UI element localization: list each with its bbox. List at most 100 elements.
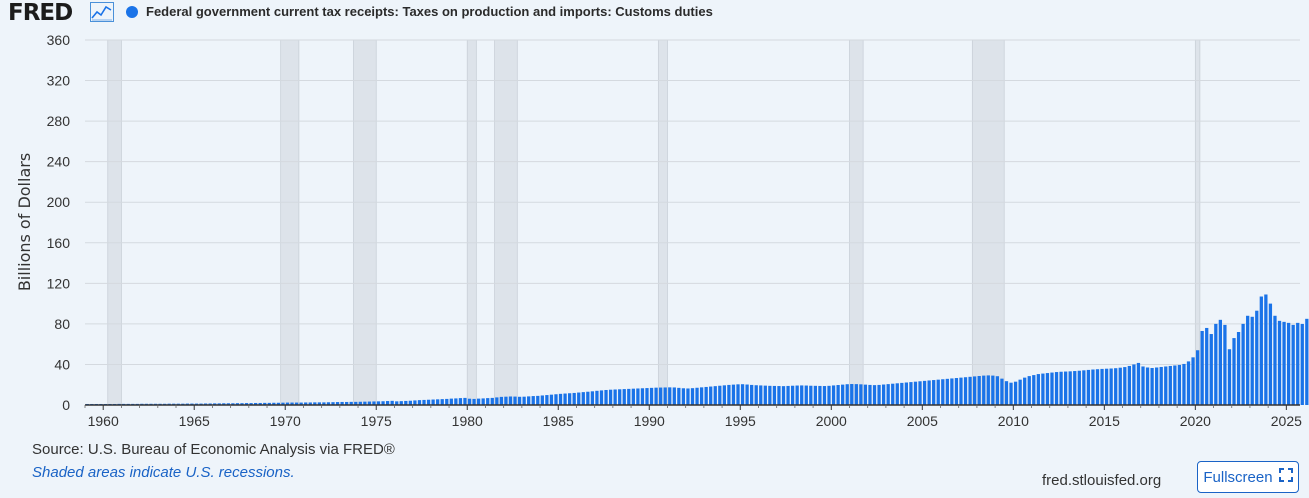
data-bar bbox=[1027, 376, 1031, 405]
data-bar bbox=[367, 401, 372, 405]
data-bar bbox=[859, 384, 863, 405]
data-bar bbox=[581, 392, 585, 405]
data-bar bbox=[1250, 316, 1254, 405]
data-bar bbox=[963, 377, 968, 405]
data-bar bbox=[527, 396, 531, 405]
recession-band bbox=[657, 39, 668, 406]
recession-note: Shaded areas indicate U.S. recessions. bbox=[32, 464, 295, 481]
x-tick-label: 1985 bbox=[543, 413, 574, 429]
data-bar bbox=[740, 384, 745, 405]
data-bar bbox=[1023, 377, 1027, 405]
data-bar bbox=[1291, 324, 1295, 405]
legend-swatch bbox=[126, 6, 138, 18]
x-tick-label: 1990 bbox=[634, 413, 665, 429]
data-bar bbox=[704, 386, 708, 405]
y-tick-label: 280 bbox=[47, 113, 71, 129]
data-bar bbox=[1123, 367, 1127, 405]
data-bar bbox=[986, 375, 990, 405]
data-bar bbox=[968, 376, 972, 405]
data-bar bbox=[590, 391, 595, 405]
data-bar bbox=[1086, 369, 1091, 405]
data-bar bbox=[713, 386, 717, 405]
y-tick-label: 360 bbox=[47, 32, 71, 48]
data-bar bbox=[618, 389, 622, 405]
data-bar bbox=[1141, 366, 1145, 405]
chart: 0 40 80 120 160 200 240 280 320 360 1960 1965 1970 19… bbox=[15, 32, 1309, 429]
data-bar bbox=[595, 390, 599, 405]
data-bar bbox=[818, 385, 822, 405]
data-bar bbox=[422, 399, 426, 405]
series-title[interactable]: Federal government current tax receipts:… bbox=[146, 4, 713, 19]
data-bar bbox=[1305, 318, 1309, 405]
bars bbox=[85, 294, 1309, 405]
data-bar bbox=[686, 388, 690, 405]
x-tick-label: 1970 bbox=[270, 413, 301, 429]
data-bar bbox=[913, 381, 918, 405]
fullscreen-button[interactable]: Fullscreen bbox=[1197, 461, 1299, 493]
data-bar bbox=[358, 401, 362, 405]
recession-band bbox=[107, 39, 122, 406]
data-bar bbox=[790, 385, 795, 405]
recession-band bbox=[849, 39, 864, 406]
data-bar bbox=[417, 400, 422, 405]
data-bar bbox=[663, 387, 667, 405]
data-bar bbox=[217, 403, 221, 405]
data-bar bbox=[677, 387, 681, 405]
data-bar bbox=[313, 402, 317, 405]
data-bar bbox=[454, 398, 458, 405]
data-bar bbox=[345, 401, 349, 405]
data-bar bbox=[1191, 357, 1195, 405]
data-bar bbox=[977, 376, 981, 405]
data-bar bbox=[831, 385, 836, 405]
data-bar bbox=[567, 393, 572, 405]
data-bar bbox=[376, 401, 381, 405]
data-bar bbox=[1227, 349, 1232, 405]
data-bar bbox=[1054, 372, 1059, 405]
data-bar bbox=[608, 389, 613, 405]
data-bar bbox=[426, 399, 431, 405]
data-bar bbox=[868, 384, 872, 405]
y-tick-label: 240 bbox=[47, 154, 71, 170]
axes: 0 40 80 120 160 200 240 280 320 360 1960 1965 1970 19… bbox=[47, 32, 1302, 429]
data-bar bbox=[1109, 368, 1113, 405]
data-bar bbox=[213, 403, 217, 405]
data-bar bbox=[877, 384, 881, 405]
data-bar bbox=[613, 389, 617, 405]
site-url[interactable]: fred.stlouisfed.org bbox=[1042, 472, 1162, 489]
data-bar bbox=[354, 401, 358, 405]
data-bar bbox=[768, 385, 772, 405]
x-tick-label: 2020 bbox=[1180, 413, 1211, 429]
data-bar bbox=[736, 384, 740, 405]
data-bar bbox=[1032, 375, 1036, 405]
data-bar bbox=[599, 390, 604, 405]
data-bar bbox=[395, 401, 399, 405]
expand-corners-icon bbox=[1278, 468, 1293, 486]
data-bar bbox=[1177, 364, 1182, 405]
data-bar bbox=[881, 384, 886, 405]
data-bar bbox=[895, 383, 899, 405]
data-bar bbox=[718, 385, 722, 405]
data-bar bbox=[203, 403, 208, 405]
data-bar bbox=[1205, 327, 1209, 405]
data-bar bbox=[499, 396, 504, 405]
chart-header: FRED Federal government current tax rece… bbox=[8, 0, 1298, 26]
data-bar bbox=[413, 400, 417, 405]
fred-logo[interactable]: FRED bbox=[8, 0, 73, 26]
data-bar bbox=[586, 391, 590, 405]
data-bar bbox=[945, 378, 949, 405]
data-bar bbox=[1018, 379, 1022, 405]
data-bar bbox=[1164, 366, 1168, 405]
data-bar bbox=[891, 383, 895, 405]
data-bar bbox=[950, 378, 954, 405]
data-bar bbox=[522, 396, 526, 405]
data-bar bbox=[695, 387, 699, 405]
data-bar bbox=[572, 392, 576, 405]
data-bar bbox=[991, 375, 995, 405]
data-bar bbox=[800, 385, 804, 405]
data-bar bbox=[222, 403, 226, 405]
y-tick-label: 200 bbox=[47, 194, 71, 210]
data-bar bbox=[545, 395, 549, 405]
data-bar bbox=[476, 398, 481, 405]
data-bar bbox=[1268, 303, 1273, 405]
data-bar bbox=[335, 402, 340, 405]
